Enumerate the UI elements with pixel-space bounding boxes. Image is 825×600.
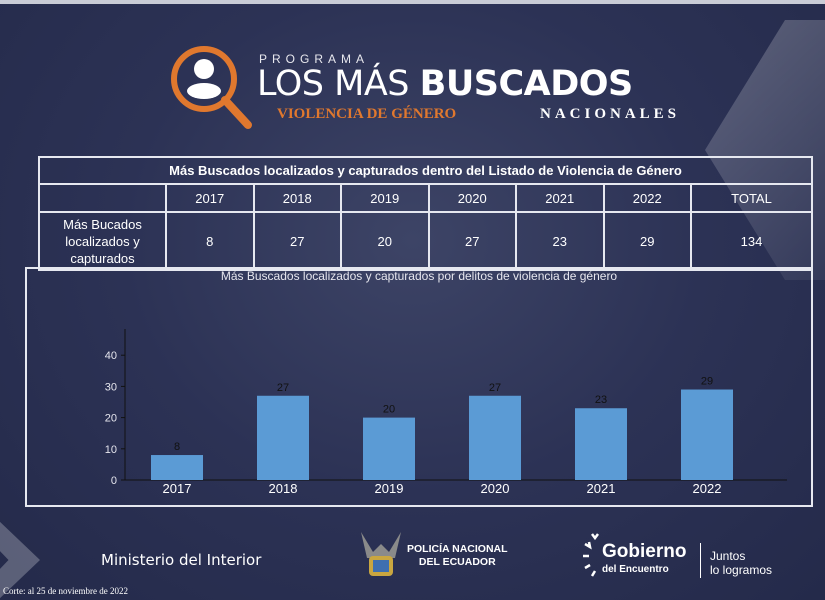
y-tick-label: 40 — [105, 350, 117, 362]
y-tick-label: 10 — [105, 444, 117, 456]
table-cell: 23 — [515, 211, 605, 271]
table-row: Más Bucados localizados y capturados 8 2… — [38, 211, 813, 271]
bar — [257, 395, 309, 480]
table-cell: 29 — [602, 211, 692, 271]
x-tick-label: 2018 — [269, 481, 298, 496]
bar — [681, 389, 733, 480]
ministry-logo-text: Ministerio del Interior — [101, 551, 262, 569]
data-label: 29 — [701, 376, 713, 388]
data-label: 27 — [277, 382, 289, 394]
y-tick-label: 0 — [111, 475, 117, 487]
x-tick-label: 2019 — [375, 481, 404, 496]
column-header: 2021 — [515, 183, 605, 213]
chart-title: Más Buscados localizados y capturados po… — [220, 269, 618, 283]
row-label: Más Bucados localizados y capturados — [38, 211, 167, 271]
column-header: TOTAL — [690, 183, 813, 213]
column-header: 2022 — [602, 183, 692, 213]
bar — [469, 395, 521, 480]
program-scope: NACIONALES — [540, 106, 681, 122]
police-logo-text: POLICÍA NACIONAL DEL ECUADOR — [407, 543, 508, 568]
column-header: 2018 — [252, 183, 342, 213]
table-cell: 27 — [252, 211, 342, 271]
x-tick-label: 2021 — [587, 481, 616, 496]
bar — [575, 408, 627, 480]
table-cell: 27 — [427, 211, 517, 271]
y-tick-label: 30 — [105, 381, 117, 393]
data-label: 20 — [383, 404, 395, 416]
x-tick-label: 2017 — [163, 481, 192, 496]
bar — [363, 417, 415, 480]
logo-divider — [700, 543, 701, 578]
table-cell: 134 — [690, 211, 813, 271]
column-header: 2017 — [165, 183, 255, 213]
government-slogan: Juntos lo logramos — [710, 549, 773, 577]
table-cell: 8 — [165, 211, 255, 271]
data-label: 8 — [174, 441, 180, 453]
y-tick-label: 20 — [105, 413, 117, 425]
top-border — [0, 0, 825, 4]
column-header: 2020 — [427, 183, 517, 213]
table-header-row: 2017 2018 2019 2020 2021 2022 TOTAL — [38, 183, 813, 213]
empty-cell — [38, 183, 167, 213]
program-title: LOS MÁS BUSCADOS — [257, 64, 633, 104]
data-label: 27 — [489, 382, 501, 394]
table-title: Más Buscados localizados y capturados de… — [38, 156, 813, 185]
government-sun-icon — [583, 533, 599, 577]
cutoff-date: Corte: al 25 de noviembre de 2022 — [3, 586, 128, 596]
summary-table: Más Buscados localizados y capturados de… — [38, 156, 813, 271]
bar-chart: Más Buscados localizados y capturados po… — [25, 267, 813, 507]
x-tick-label: 2020 — [481, 481, 510, 496]
program-subtitle: VIOLENCIA DE GÉNERO — [277, 106, 457, 122]
data-label: 23 — [595, 394, 607, 406]
program-label: PROGRAMA — [259, 52, 370, 66]
government-logo-text: Gobierno del Encuentro — [602, 541, 687, 575]
search-person-logo-icon — [171, 46, 252, 129]
chart-plot: 0 10 20 30 40 8 2017 27 2018 20 2019 27 2020 23 2021 29… — [105, 329, 787, 496]
bar — [151, 455, 203, 480]
column-header: 2019 — [340, 183, 430, 213]
table-cell: 20 — [340, 211, 430, 271]
x-tick-label: 2022 — [693, 481, 722, 496]
police-emblem-icon — [361, 532, 401, 576]
